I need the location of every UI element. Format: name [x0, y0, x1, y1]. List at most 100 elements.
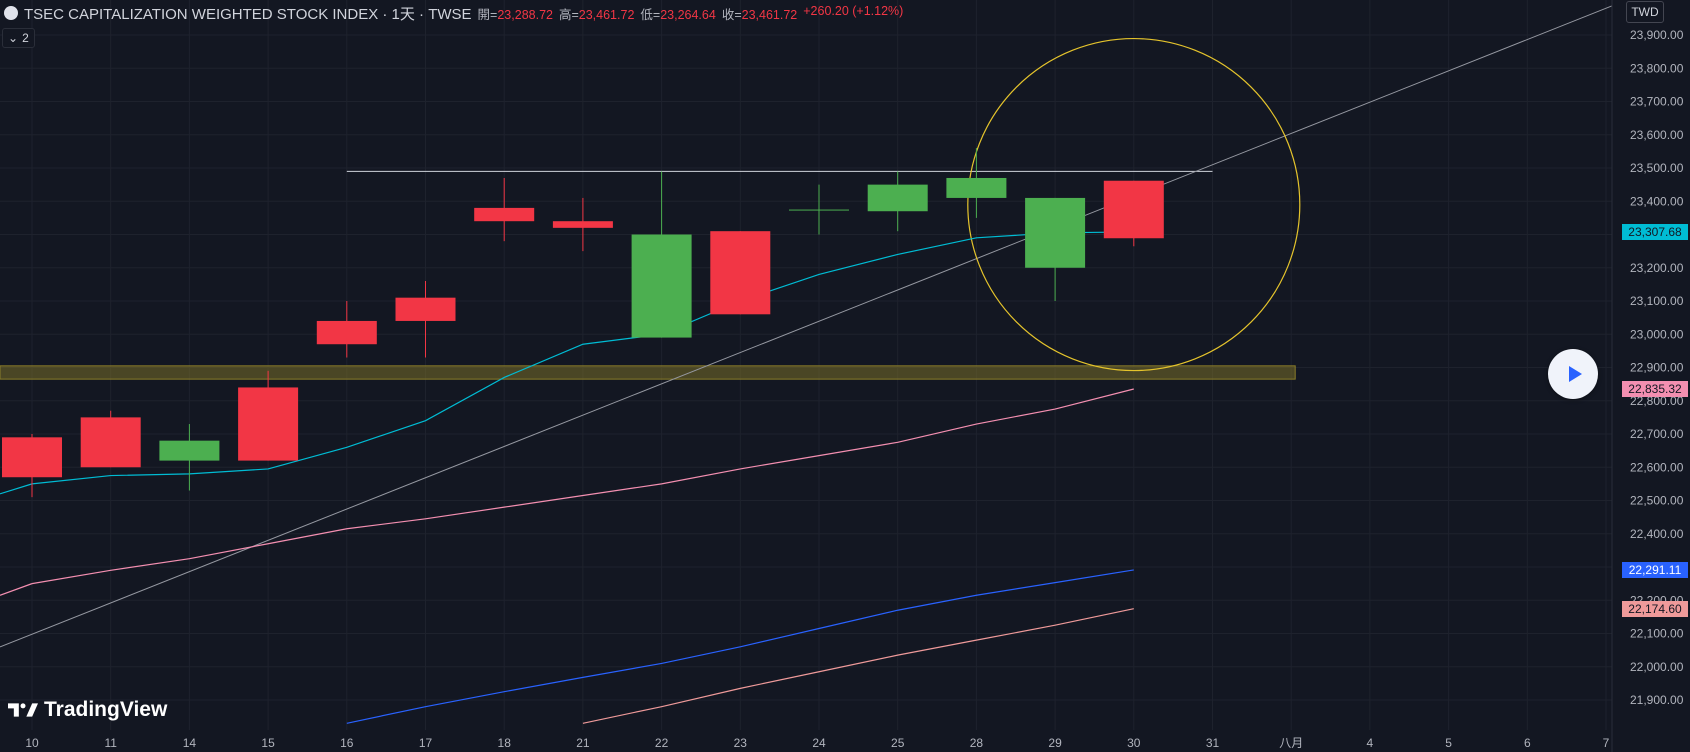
candle: [159, 424, 220, 491]
time-tick-label: 5: [1445, 736, 1452, 750]
price-tick-label: 23,900.00: [1630, 28, 1684, 42]
price-tick-label: 22,400.00: [1630, 527, 1684, 541]
price-axis-label: 22,291.11: [1622, 561, 1688, 578]
candle-body: [474, 207, 535, 222]
price-tick-label: 22,800.00: [1630, 394, 1684, 408]
replay-play-button[interactable]: [1548, 349, 1598, 399]
close-value: 23,461.72: [741, 7, 798, 22]
tradingview-logo-icon: [8, 703, 38, 717]
candle-body: [80, 417, 141, 468]
open-label: 開=: [477, 7, 498, 22]
chart-legend-header: TSEC CAPITALIZATION WEIGHTED STOCK INDEX…: [4, 3, 903, 23]
moving-average-line: [582, 608, 1134, 724]
time-tick-label: 八月: [1279, 736, 1303, 750]
candle-body: [238, 387, 299, 461]
chevron-down-icon: ⌄: [8, 31, 19, 45]
candle: [474, 177, 535, 242]
candlesticks: [2, 148, 1164, 498]
candle-body: [1103, 180, 1164, 239]
time-tick-label: 7: [1603, 736, 1610, 750]
time-tick-label: 17: [419, 736, 433, 750]
candle-body: [867, 184, 928, 212]
time-tick-label: 10: [25, 736, 39, 750]
time-axis: 10 11 14 15 16 17 18 21 22 23 24 25 28 29 30 31 八月 4 5 6 7: [25, 736, 1609, 750]
candle-body: [631, 234, 692, 338]
support-zone-rectangle: [0, 365, 1296, 380]
price-tick-label: 22,900.00: [1630, 361, 1684, 375]
moving-average-line: [31, 231, 1134, 485]
candle-body: [552, 221, 613, 228]
candle: [867, 171, 928, 232]
candle: [395, 281, 456, 358]
trend-line: [0, 4, 1615, 648]
time-tick-label: 4: [1367, 736, 1374, 750]
highlight-circle: [967, 37, 1301, 372]
moving-average-line: [31, 388, 1134, 585]
moving-averages: [0, 231, 1134, 724]
price-tick-label: 23,800.00: [1630, 61, 1684, 75]
price-tick-label: 23,500.00: [1630, 161, 1684, 175]
price-tick-label: 21,900.00: [1630, 693, 1684, 707]
price-tick-label: 22,000.00: [1630, 660, 1684, 674]
candle: [238, 370, 299, 461]
candle-body: [159, 440, 220, 461]
time-tick-label: 6: [1524, 736, 1531, 750]
time-tick-label: 28: [970, 736, 984, 750]
price-axis-label: 23,307.68: [1622, 223, 1688, 240]
time-tick-label: 30: [1127, 736, 1141, 750]
candle: [631, 171, 692, 338]
candle: [1025, 197, 1086, 301]
candle: [80, 410, 141, 468]
candle: [789, 184, 849, 235]
time-tick-label: 24: [812, 736, 826, 750]
candle-body: [789, 209, 849, 211]
candle-body: [316, 320, 377, 345]
high-value: 23,461.72: [578, 7, 635, 22]
price-tick-label: 23,000.00: [1630, 327, 1684, 341]
low-value: 23,264.64: [660, 7, 716, 22]
ohlc-values: 開=23,288.72 高=23,461.72 低=23,264.64 收=23…: [478, 4, 904, 23]
price-axis-panel: [1612, 0, 1690, 752]
candle: [946, 148, 1007, 218]
symbol-logo-icon: [4, 6, 18, 20]
indicators-count: 2: [22, 31, 29, 45]
price-axis: 21,900.0022,000.0022,100.0022,200.0022,3…: [1611, 0, 1690, 752]
candle: [316, 301, 377, 358]
price-axis-label: 22,174.60: [1622, 600, 1688, 617]
candle: [1103, 180, 1164, 247]
currency-selector[interactable]: TWD: [1626, 1, 1664, 23]
price-tick-label: 23,400.00: [1630, 194, 1684, 208]
price-tick-label: 22,500.00: [1630, 494, 1684, 508]
candle-body: [946, 177, 1007, 198]
candle-body: [1025, 197, 1086, 268]
price-tick-label: 22,600.00: [1630, 460, 1684, 474]
price-axis-label: 22,835.32: [1622, 381, 1688, 397]
time-tick-label: 18: [498, 736, 512, 750]
price-tick-label: 22,100.00: [1630, 627, 1684, 641]
price-tick-label: 23,600.00: [1630, 128, 1684, 142]
time-tick-label: 29: [1048, 736, 1062, 750]
close-label: 收=: [721, 7, 742, 22]
time-tick-label: 11: [104, 736, 117, 750]
time-tick-label: 22: [655, 736, 669, 750]
play-icon: [1568, 366, 1582, 382]
time-tick-label: 15: [261, 736, 275, 750]
candle-body: [395, 297, 456, 321]
indicators-toggle-button[interactable]: ⌄ 2: [2, 28, 35, 48]
moving-average-line-start: [0, 583, 33, 596]
price-tick-label: 23,200.00: [1630, 261, 1684, 275]
price-tick-label: 23,100.00: [1630, 294, 1684, 308]
tradingview-logo[interactable]: TradingView: [8, 698, 167, 722]
time-tick-label: 16: [340, 736, 354, 750]
time-tick-label: 14: [183, 736, 197, 750]
change-value: +260.20 (+1.12%): [803, 3, 904, 18]
moving-average-line: [346, 569, 1134, 724]
chart-grid: [0, 0, 1612, 730]
symbol-title[interactable]: TSEC CAPITALIZATION WEIGHTED STOCK INDEX…: [24, 5, 472, 23]
candle-body: [710, 231, 771, 315]
logo-text: TradingView: [44, 698, 168, 721]
moving-average-line-start: [0, 483, 33, 495]
price-tick-label: 22,700.00: [1630, 427, 1684, 441]
price-tick-label: 23,700.00: [1630, 95, 1684, 109]
